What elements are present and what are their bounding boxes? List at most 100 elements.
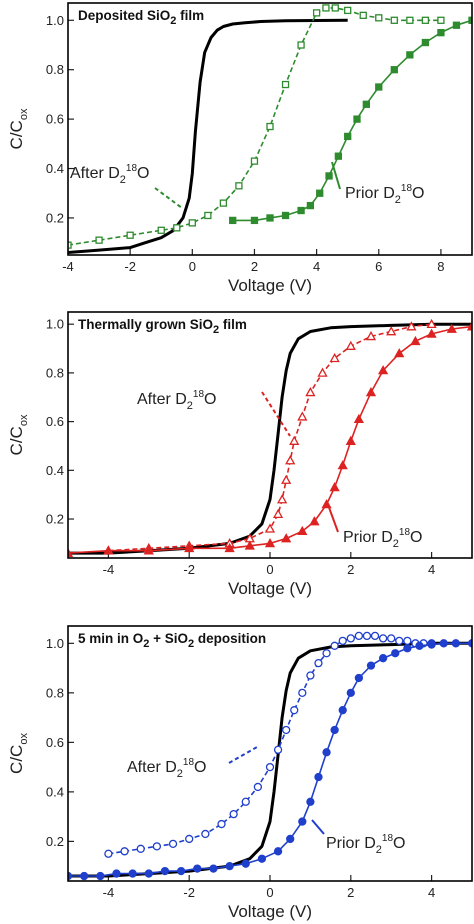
data-point (437, 16, 445, 24)
annotation-pointer (228, 746, 258, 764)
data-point (406, 51, 414, 59)
data-point (224, 542, 235, 553)
annotation-after: After D218O (137, 389, 217, 412)
data-point (281, 474, 292, 484)
data-point (112, 869, 121, 878)
data-point (184, 542, 195, 553)
data-point (257, 854, 267, 863)
data-point (68, 871, 73, 881)
data-point (378, 634, 388, 643)
annotation-pointer (261, 391, 291, 437)
y-tick-label: 0.8 (46, 685, 64, 700)
x-tick-label: -2 (183, 562, 195, 577)
y-tick-label: 0.6 (46, 112, 64, 127)
data-point (452, 21, 461, 29)
data-point (437, 28, 445, 37)
data-point (143, 545, 154, 555)
data-point (273, 847, 283, 856)
data-point (168, 839, 178, 849)
series-line-1 (68, 322, 472, 555)
data-point (362, 100, 370, 108)
data-point (241, 797, 250, 806)
plot-area (68, 318, 472, 557)
data-point (421, 38, 430, 47)
data-point (68, 241, 72, 249)
x-tick-label: -4 (103, 562, 115, 577)
data-point (354, 673, 364, 683)
y-tick-label: 1.0 (46, 317, 64, 332)
y-axis-label: C/Cox (7, 414, 30, 455)
data-point (346, 634, 355, 643)
data-point (415, 641, 424, 650)
data-point (68, 547, 74, 557)
plot-area (68, 4, 472, 254)
data-point (266, 122, 274, 131)
data-point (439, 639, 448, 648)
data-point (298, 688, 307, 697)
data-point (244, 540, 255, 550)
y-tick-label: 0.2 (46, 210, 64, 225)
data-point (365, 387, 377, 397)
data-point (375, 14, 383, 22)
data-point (235, 182, 243, 190)
annotation-pointer (331, 161, 341, 190)
data-point (229, 810, 238, 819)
data-point (344, 132, 352, 141)
data-point (160, 866, 170, 876)
data-point (250, 157, 259, 165)
data-point (466, 321, 472, 331)
data-point (346, 688, 355, 697)
data-point (219, 199, 228, 207)
data-point (297, 411, 308, 421)
data-point (410, 335, 421, 346)
x-tick-label: -4 (103, 885, 115, 900)
data-point (265, 762, 275, 772)
data-point (322, 748, 331, 757)
y-tick-label: 0.6 (46, 414, 64, 429)
series-line-2 (108, 635, 432, 855)
annotation-pointer (154, 187, 183, 209)
data-point (338, 636, 347, 646)
data-point (176, 866, 186, 876)
x-tick-label: 4 (428, 885, 435, 900)
data-point (330, 725, 339, 735)
y-tick-label: 0.2 (46, 512, 64, 527)
data-point (157, 226, 165, 234)
data-point (128, 869, 137, 878)
data-point (387, 634, 396, 643)
data-point (188, 219, 196, 227)
x-tick-label: 2 (347, 885, 354, 900)
data-point (314, 658, 323, 668)
x-tick-label: 0 (266, 885, 273, 900)
data-point (329, 482, 340, 492)
y-tick-label: 0.8 (46, 365, 64, 380)
x-tick-label: 8 (437, 259, 444, 274)
data-point (403, 636, 412, 646)
data-point (325, 172, 333, 180)
data-point (253, 782, 263, 792)
data-point (334, 152, 343, 160)
data-point (152, 842, 162, 851)
data-point (217, 819, 226, 829)
series-line-1 (68, 18, 348, 254)
data-point (136, 844, 145, 853)
y-tick-label: 0.4 (46, 463, 64, 478)
data-point (330, 641, 339, 650)
data-point (427, 640, 436, 649)
series-line-2 (108, 323, 432, 552)
data-point (126, 231, 134, 239)
data-point (344, 6, 352, 15)
x-tick-label: 4 (313, 259, 320, 274)
data-point (406, 321, 417, 331)
annotation-pointer (311, 819, 325, 835)
data-point (120, 847, 129, 856)
data-point (306, 797, 315, 806)
panel-title: Deposited SiO2 film (78, 8, 204, 27)
data-point (329, 352, 340, 363)
y-tick-label: 0.8 (46, 62, 64, 77)
data-point (277, 494, 288, 504)
data-point (331, 4, 339, 12)
data-point (285, 455, 296, 465)
data-point (204, 211, 212, 220)
x-tick-label: 6 (375, 259, 382, 274)
